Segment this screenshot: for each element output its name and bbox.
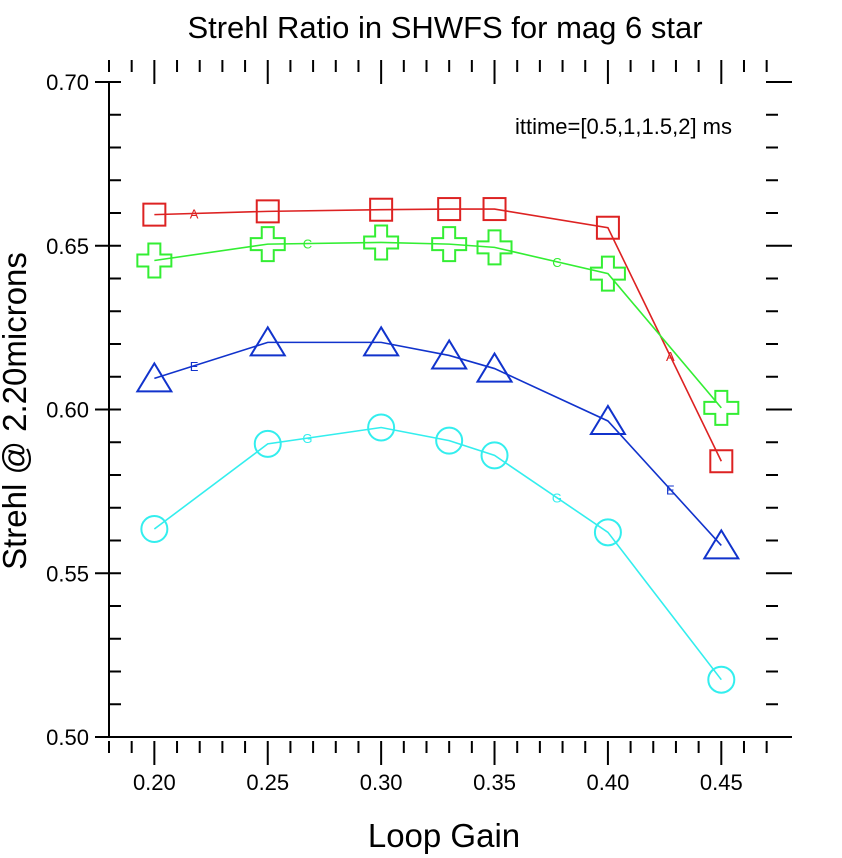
chart-annotation: ittime=[0.5,1,1.5,2] ms	[515, 114, 732, 139]
series-line-label: E	[666, 482, 675, 497]
y-axis-label: Strehl @ 2.20microns	[0, 252, 33, 570]
x-tick-label: 0.30	[360, 770, 403, 795]
x-tick-label: 0.45	[700, 770, 743, 795]
x-axis-label: Loop Gain	[368, 817, 520, 854]
x-tick-label: 0.20	[133, 770, 176, 795]
series-square: AA	[142, 197, 734, 474]
series-triangle: EE	[135, 325, 741, 560]
data-point-square	[709, 449, 734, 474]
data-point-triangle	[475, 351, 514, 383]
data-point-circle	[367, 413, 396, 442]
series-line-label: G	[302, 431, 312, 446]
series-line-label: C	[303, 237, 312, 252]
x-tick-label: 0.35	[473, 770, 516, 795]
data-point-triangle	[135, 361, 174, 393]
y-tick-label: 0.50	[46, 725, 89, 750]
series-line-label: G	[552, 491, 562, 506]
data-point-circle	[480, 441, 509, 470]
x-tick-label: 0.40	[587, 770, 630, 795]
data-point-plus	[431, 226, 468, 263]
series-line-label: A	[190, 206, 199, 221]
y-tick-label: 0.60	[46, 398, 89, 423]
series-line	[154, 208, 723, 462]
data-point-plus	[589, 255, 626, 292]
plot-frame	[108, 82, 778, 738]
series-line-label: A	[666, 349, 675, 364]
series-line	[154, 341, 722, 546]
data-point-square	[437, 197, 462, 222]
series-line-label: E	[190, 359, 199, 374]
data-point-square	[369, 197, 394, 222]
data-point-square	[482, 197, 507, 222]
data-point-circle	[593, 518, 622, 547]
data-point-plus	[703, 389, 740, 426]
data-point-triangle	[702, 528, 741, 560]
chart-title: Strehl Ratio in SHWFS for mag 6 star	[187, 10, 702, 45]
series-line	[154, 241, 722, 409]
axis-ticks: 0.50 0.55 0.60 0.65 0.70 0.20 0.25 0.30 0.35 0.40…	[46, 60, 792, 795]
data-point-square	[595, 215, 620, 240]
data-point-triangle	[430, 338, 468, 370]
data-point-plus	[476, 229, 513, 266]
data-point-triangle	[362, 325, 400, 357]
series-line-label: C	[552, 255, 561, 270]
data-point-plus	[363, 224, 400, 261]
y-tick-label: 0.65	[46, 234, 89, 259]
x-tick-label: 0.25	[246, 770, 289, 795]
data-point-triangle	[589, 404, 627, 435]
series-plus: CC	[136, 224, 740, 426]
data-point-circle	[707, 665, 736, 694]
series-circle: GG	[140, 413, 736, 694]
series-line	[153, 426, 722, 681]
data-point-circle	[140, 515, 169, 544]
y-tick-label: 0.55	[46, 561, 89, 586]
data-point-square	[142, 202, 167, 227]
data-point-circle	[435, 426, 464, 455]
data-point-plus	[136, 242, 173, 279]
y-tick-label: 0.70	[46, 70, 89, 95]
data-point-circle	[253, 429, 282, 458]
data-point-square	[255, 199, 280, 224]
data-point-triangle	[248, 325, 287, 357]
data-point-plus	[249, 226, 286, 263]
